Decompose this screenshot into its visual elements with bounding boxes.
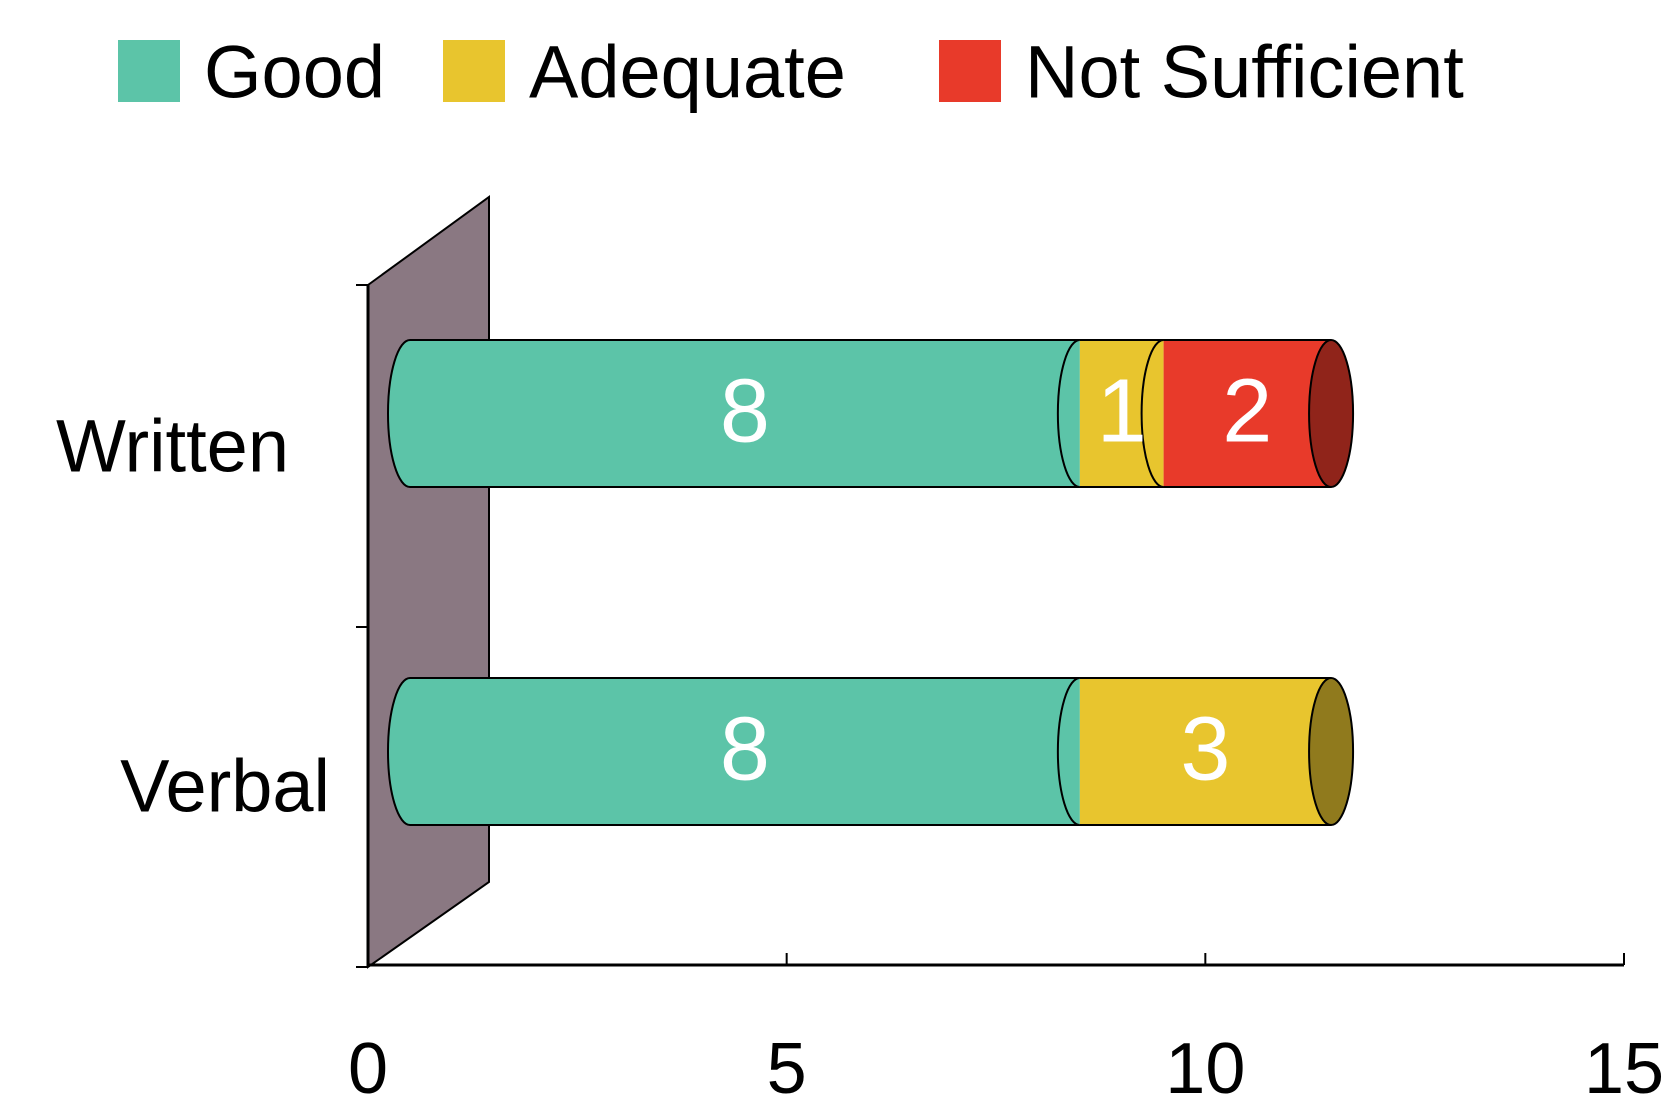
bar [410,340,1080,487]
x-tick-label: 10 [1165,1029,1245,1109]
value-label: 8 [720,699,770,799]
x-tick-label: 15 [1584,1029,1664,1109]
category-label: Written [56,405,289,488]
bar [1163,340,1332,487]
x-tick-label: 0 [348,1029,388,1109]
bar-joint [1308,677,1355,826]
value-label: 3 [1180,699,1230,799]
x-tick-label: 5 [767,1029,807,1109]
legend-swatch [118,40,180,102]
category-label: Verbal [120,745,330,828]
legend-swatch [939,40,1001,102]
legend-swatch [443,40,505,102]
value-label: 1 [1097,361,1147,461]
back-wall [367,195,490,969]
value-label: 8 [720,361,770,461]
bar [410,678,1080,825]
legend-label: Good [204,31,385,114]
legend-label: Adequate [529,31,846,114]
value-label: 2 [1222,361,1272,461]
legend-label: Not Sufficient [1025,31,1464,114]
bar [1079,340,1164,487]
bar-joint [1308,339,1355,488]
bar [1079,678,1332,825]
